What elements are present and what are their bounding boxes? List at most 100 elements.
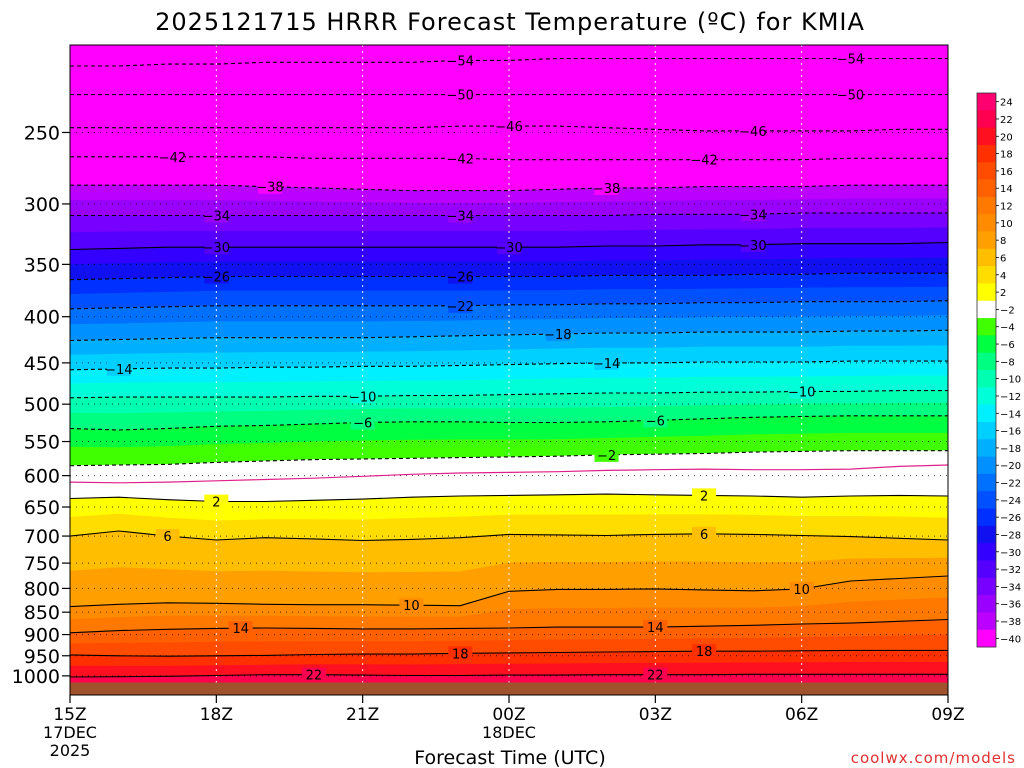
isotherm-label-bg (204, 269, 229, 284)
isotherm-label: 22 (647, 669, 664, 684)
colorbar-swatch (977, 93, 996, 111)
colorbar-swatch (977, 629, 996, 648)
isotherm-label-bg (228, 621, 253, 636)
temperature-band (70, 76, 948, 95)
isotherm-label: −14 (105, 363, 132, 378)
colorbar-swatch (977, 266, 996, 284)
isotherm-line (70, 415, 948, 431)
colorbar-label: 2 (1000, 288, 1006, 299)
isotherm-label: 10 (403, 599, 420, 614)
isotherm-label-bg (643, 413, 668, 428)
isotherm-label-bg (204, 494, 229, 509)
isotherm-label-bg (497, 119, 521, 134)
isotherm-label-bg (350, 389, 375, 404)
colorbar-swatch (977, 318, 996, 336)
colorbar-label: −4 (1000, 323, 1015, 334)
isotherm-label-bg (204, 240, 229, 255)
colorbar-swatch (977, 144, 996, 163)
isotherm-label: −42 (159, 151, 186, 166)
colorbar-label: 22 (1000, 115, 1013, 126)
colorbar-swatch (977, 162, 996, 180)
colorbar-label: −16 (1000, 427, 1021, 438)
isotherm-label-bg (448, 298, 473, 313)
isotherm-label: −30 (495, 241, 522, 256)
isotherm-label: −10 (349, 390, 376, 405)
isotherm-label: 14 (232, 622, 249, 637)
isotherm-label: −46 (495, 120, 522, 135)
colorbar-label: 8 (1000, 236, 1006, 247)
isotherm-label: −14 (593, 357, 620, 372)
ground-fill (70, 682, 948, 695)
y-tick-label: 850 (24, 602, 60, 624)
isotherm-label-bg (643, 667, 668, 682)
isotherm-line (70, 300, 948, 310)
colorbar-swatch (977, 214, 996, 232)
isotherm-label-bg (789, 384, 814, 399)
x-tick-label: 15Z (53, 705, 86, 725)
colorbar-label: −24 (1000, 496, 1021, 507)
isotherm-label-bg (838, 87, 863, 102)
y-tick-label: 250 (24, 122, 60, 144)
colorbar-swatch (977, 179, 996, 198)
isotherm-label: −18 (544, 328, 571, 343)
y-tick-label: 600 (24, 466, 60, 488)
chart-title: 2025121715 HRRR Forecast Temperature (ºC… (155, 8, 865, 36)
x-tick-label: 06Z (785, 705, 818, 725)
colorbar-swatch (977, 300, 996, 319)
isotherm-label: −38 (593, 182, 620, 197)
x-tick-label: 09Z (931, 705, 964, 725)
credit-text: coolwx.com/models (851, 749, 1016, 767)
isotherm-label: 10 (793, 583, 810, 598)
isotherm-label-bg (399, 598, 424, 613)
isotherm-line (70, 618, 948, 634)
isotherm-label: −26 (203, 270, 230, 285)
isotherm-label: −46 (739, 125, 766, 140)
y-tick-label: 950 (24, 646, 60, 668)
isotherm-label: 18 (452, 647, 469, 662)
colorbar-swatch (977, 370, 996, 388)
y-tick-label: 350 (24, 254, 60, 276)
isotherm-line (70, 184, 948, 192)
x-date-label: 2025 (50, 741, 91, 760)
isotherm-label-bg (448, 208, 473, 223)
colorbar-swatch (977, 543, 996, 561)
x-tick-label: 03Z (639, 705, 672, 725)
colorbar-label: 4 (1000, 271, 1006, 282)
y-tick-label: 650 (24, 497, 60, 519)
isotherm-label-bg (448, 87, 473, 102)
colorbar-swatch (977, 387, 996, 406)
isotherm-label-bg (692, 152, 717, 167)
colorbar-swatch (977, 110, 996, 129)
isotherm-line (70, 57, 948, 67)
colorbar-label: 6 (1000, 253, 1006, 264)
isotherm-label-bg (204, 208, 229, 223)
isotherm-label: 22 (306, 669, 323, 684)
colorbar-label: −12 (1000, 392, 1021, 403)
isotherm-label: −34 (203, 210, 230, 225)
temperature-band (70, 94, 948, 114)
y-tick-label: 750 (24, 553, 60, 575)
isotherm-label-bg (257, 179, 282, 194)
isotherm-label: 6 (163, 530, 171, 545)
isotherm-label: 14 (647, 621, 664, 636)
contour-lines: −54 −54 −50 −50 −46 −46 −42 −42 −42 −38 −38 −34 −34 −… (70, 51, 948, 684)
isotherm-label: −22 (447, 300, 474, 315)
isotherm-label-bg (692, 644, 717, 659)
colorbar-swatch (977, 231, 996, 250)
colorbar-swatch (977, 491, 996, 509)
x-date-label: 18DEC (482, 723, 536, 742)
colorbar-label: −18 (1000, 444, 1021, 455)
isotherm-label: −34 (739, 208, 766, 223)
isotherm-line (70, 272, 948, 281)
isotherm-label-bg (301, 667, 326, 682)
isotherm-label-bg (740, 237, 765, 252)
colorbar-label: −6 (1000, 340, 1015, 351)
colorbar-swatch (977, 283, 996, 302)
x-axis-label: Forecast Time (UTC) (414, 747, 605, 768)
colorbar-frame (976, 92, 997, 648)
colorbar-label: −32 (1000, 565, 1021, 576)
isotherm-label: −54 (447, 54, 474, 69)
isotherm-label-bg (497, 240, 521, 255)
colorbar-label: −34 (1000, 582, 1021, 593)
